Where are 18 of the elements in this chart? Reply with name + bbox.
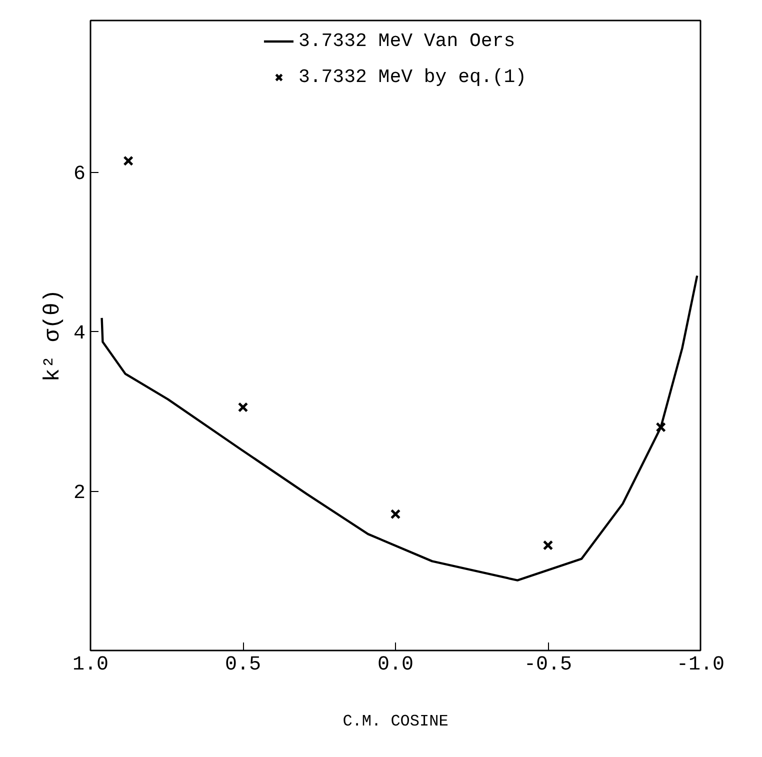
y-axis-title: k² σ(θ) xyxy=(40,289,66,382)
y-tick-label: 6 xyxy=(74,163,86,186)
legend-label: 3.7332 MeV Van Oers xyxy=(298,30,516,52)
x-tick-label: -0.5 xyxy=(524,654,572,676)
line-series xyxy=(100,274,698,582)
x-tick-label: 0.5 xyxy=(224,654,262,676)
x-axis-title: C.M. COSINE xyxy=(342,712,448,730)
y-tick-label: 2 xyxy=(74,482,86,506)
point xyxy=(656,422,666,432)
point xyxy=(542,540,554,550)
point xyxy=(123,156,134,166)
point xyxy=(390,508,401,520)
y-tick-label: 4 xyxy=(74,322,86,346)
x-tick-label: 1.0 xyxy=(72,654,109,676)
point xyxy=(238,402,248,412)
x-tick-label: -1.0 xyxy=(676,654,725,676)
x-tick-label: 0.0 xyxy=(377,654,414,676)
legend-label: 3.7332 MeV by eq.(1) xyxy=(298,66,527,88)
